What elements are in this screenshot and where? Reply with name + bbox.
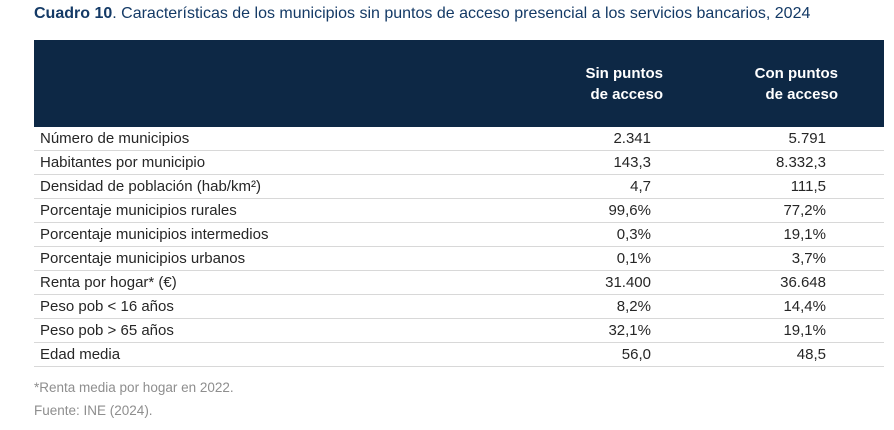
row-label: Porcentaje municipios urbanos <box>34 246 425 271</box>
value-con-puntos: 19,1% <box>665 222 884 247</box>
value-con-puntos: 5.791 <box>665 127 884 151</box>
value-sin-puntos: 0,1% <box>425 246 665 271</box>
table-header-row: Sin puntos de acceso Con puntos de acces… <box>34 40 884 127</box>
table-row: Renta por hogar* (€) 31.400 36.648 <box>34 270 884 295</box>
row-label: Porcentaje municipios rurales <box>34 198 425 223</box>
header-con-puntos: Con puntos de acceso <box>665 40 884 127</box>
value-sin-puntos: 31.400 <box>425 270 665 295</box>
row-label: Densidad de población (hab/km²) <box>34 174 425 199</box>
table-row: Peso pob < 16 años 8,2% 14,4% <box>34 294 884 319</box>
value-sin-puntos: 0,3% <box>425 222 665 247</box>
value-sin-puntos: 2.341 <box>425 127 665 151</box>
table-header: Sin puntos de acceso Con puntos de acces… <box>34 40 884 127</box>
table-title: Cuadro 10. Características de los munici… <box>34 2 894 26</box>
table-body: Número de municipios 2.341 5.791 Habitantes… <box>34 127 884 367</box>
table-row: Densidad de población (hab/km²) 4,7 111,5 <box>34 174 884 199</box>
header-empty-cell <box>34 40 425 127</box>
header-con-puntos-line1: Con puntos <box>754 64 838 82</box>
row-label: Número de municipios <box>34 127 425 151</box>
row-label: Porcentaje municipios intermedios <box>34 222 425 247</box>
value-con-puntos: 111,5 <box>665 174 884 199</box>
value-sin-puntos: 8,2% <box>425 294 665 319</box>
header-con-puntos-line2: de acceso <box>765 85 838 103</box>
value-con-puntos: 48,5 <box>665 342 884 367</box>
value-con-puntos: 19,1% <box>665 318 884 343</box>
value-sin-puntos: 32,1% <box>425 318 665 343</box>
footnote-renta: *Renta media por hogar en 2022. <box>34 380 234 395</box>
value-con-puntos: 36.648 <box>665 270 884 295</box>
table-row: Habitantes por municipio 143,3 8.332,3 <box>34 150 884 175</box>
table-row: Peso pob > 65 años 32,1% 19,1% <box>34 318 884 343</box>
table-row: Porcentaje municipios urbanos 0,1% 3,7% <box>34 246 884 271</box>
table-title-number: Cuadro 10 <box>34 5 113 22</box>
footnote-fuente: Fuente: INE (2024). <box>34 402 153 418</box>
value-sin-puntos: 4,7 <box>425 174 665 199</box>
row-label: Peso pob > 65 años <box>34 318 425 343</box>
row-label: Peso pob < 16 años <box>34 294 425 319</box>
header-sin-puntos-line1: Sin puntos <box>585 64 664 82</box>
value-con-puntos: 77,2% <box>665 198 884 223</box>
row-label: Habitantes por municipio <box>34 150 425 175</box>
footnotes: *Renta media por hogar en 2022. Fuente: … <box>34 377 234 422</box>
value-con-puntos: 14,4% <box>665 294 884 319</box>
value-sin-puntos: 99,6% <box>425 198 665 223</box>
table-row: Número de municipios 2.341 5.791 <box>34 127 884 151</box>
header-sin-puntos: Sin puntos de acceso <box>425 40 665 127</box>
header-sin-puntos-line2: de acceso <box>590 85 663 103</box>
municipios-table: Sin puntos de acceso Con puntos de acces… <box>34 40 884 367</box>
table-row: Porcentaje municipios rurales 99,6% 77,2% <box>34 198 884 223</box>
table-row: Edad media 56,0 48,5 <box>34 342 884 367</box>
value-sin-puntos: 143,3 <box>425 150 665 175</box>
row-label: Renta por hogar* (€) <box>34 270 425 295</box>
value-con-puntos: 8.332,3 <box>665 150 884 175</box>
table-title-text: . Características de los municipios sin … <box>112 5 811 22</box>
table-row: Porcentaje municipios intermedios 0,3% 19,… <box>34 222 884 247</box>
value-con-puntos: 3,7% <box>665 246 884 271</box>
row-label: Edad media <box>34 342 425 367</box>
value-sin-puntos: 56,0 <box>425 342 665 367</box>
